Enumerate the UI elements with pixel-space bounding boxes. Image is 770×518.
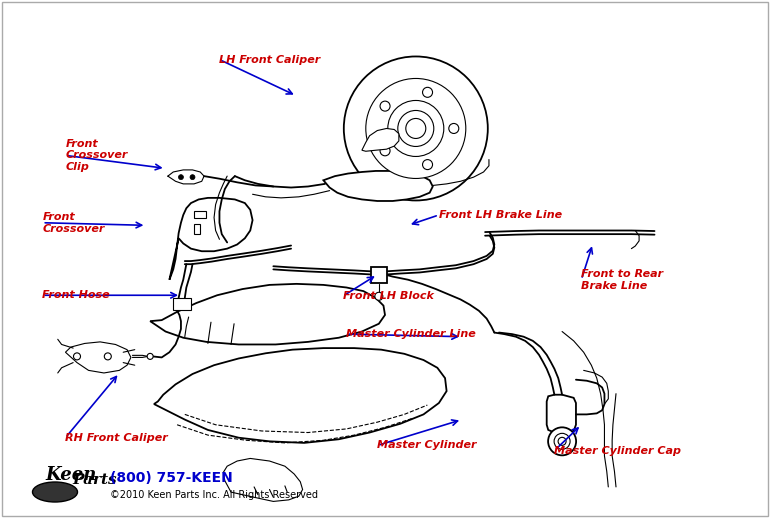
Polygon shape [362, 128, 399, 151]
Circle shape [380, 146, 390, 156]
Polygon shape [194, 211, 206, 218]
Text: Front
Crossover: Front Crossover [42, 212, 105, 234]
FancyBboxPatch shape [371, 267, 387, 282]
Text: ©2010 Keen Parts Inc. All Rights Reserved: ©2010 Keen Parts Inc. All Rights Reserve… [110, 490, 318, 500]
Text: Front LH Block: Front LH Block [343, 291, 434, 301]
Circle shape [179, 175, 183, 180]
Polygon shape [154, 348, 447, 443]
Ellipse shape [32, 482, 78, 502]
Polygon shape [194, 224, 200, 234]
Polygon shape [150, 284, 385, 344]
Text: (800) 757-KEEN: (800) 757-KEEN [110, 471, 233, 485]
Circle shape [190, 175, 195, 180]
Polygon shape [173, 298, 191, 310]
Circle shape [343, 56, 488, 200]
Circle shape [554, 434, 570, 449]
Text: Parts: Parts [72, 473, 116, 487]
Text: Master Cylinder Line: Master Cylinder Line [346, 329, 477, 339]
Circle shape [375, 292, 383, 300]
Text: Front
Crossover
Clip: Front Crossover Clip [65, 139, 128, 172]
Circle shape [366, 78, 466, 179]
Text: Front to Rear
Brake Line: Front to Rear Brake Line [581, 269, 664, 291]
Circle shape [388, 100, 444, 156]
Text: LH Front Caliper: LH Front Caliper [219, 54, 320, 65]
Circle shape [398, 110, 434, 147]
Circle shape [558, 437, 566, 445]
Circle shape [423, 160, 433, 169]
Text: Master Cylinder Cap: Master Cylinder Cap [554, 445, 681, 456]
Text: Keen: Keen [45, 466, 96, 484]
Text: Front Hose: Front Hose [42, 290, 110, 300]
Text: Front LH Brake Line: Front LH Brake Line [439, 210, 562, 220]
Circle shape [449, 123, 459, 134]
Circle shape [104, 353, 112, 360]
Text: RH Front Caliper: RH Front Caliper [65, 433, 168, 443]
Circle shape [380, 101, 390, 111]
Polygon shape [223, 458, 303, 501]
Circle shape [423, 88, 433, 97]
Polygon shape [65, 342, 131, 373]
Circle shape [548, 427, 576, 455]
Polygon shape [547, 395, 576, 433]
Circle shape [73, 353, 81, 360]
Polygon shape [323, 171, 433, 201]
Polygon shape [169, 198, 253, 280]
Circle shape [147, 353, 153, 359]
Text: Master Cylinder: Master Cylinder [377, 440, 477, 451]
Circle shape [406, 119, 426, 138]
